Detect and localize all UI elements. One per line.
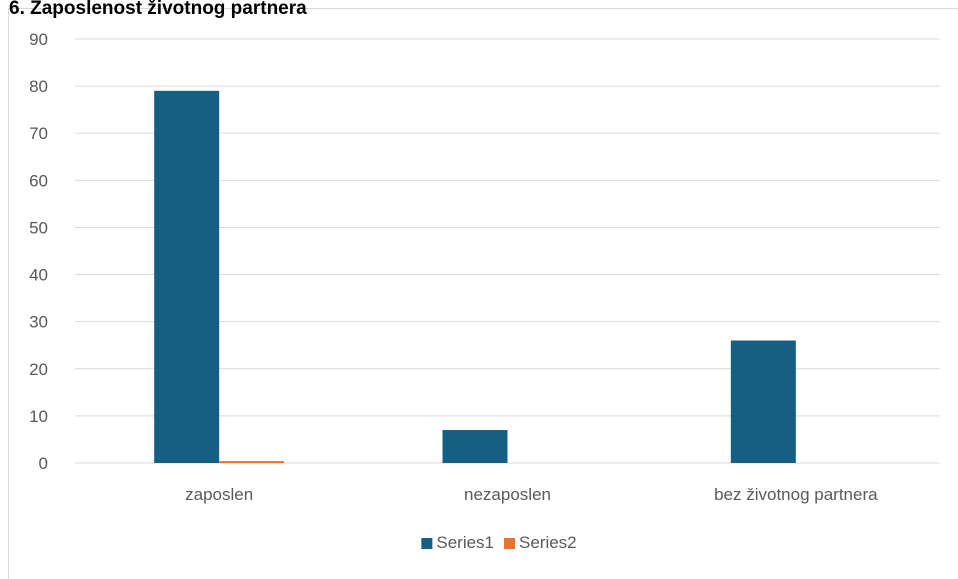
- legend: Series1 Series2: [421, 533, 577, 552]
- y-tick-label: 0: [39, 454, 48, 473]
- legend-swatch: [421, 538, 433, 549]
- bars: [154, 90, 796, 464]
- bar-series1-1: [154, 90, 220, 464]
- bar-series2-1: [219, 461, 285, 463]
- y-tick-label: 40: [29, 266, 48, 285]
- y-tick-label: 60: [29, 171, 48, 190]
- legend-swatch: [504, 538, 515, 549]
- chart-title: 6. Zaposlenost životnog partnera: [9, 0, 307, 19]
- y-tick-label: 90: [29, 30, 48, 49]
- y-tick-label: 30: [29, 313, 48, 332]
- legend-item: Series1: [421, 533, 494, 552]
- y-tick-label: 10: [29, 407, 48, 426]
- x-tick-label: zaposlen: [185, 485, 253, 504]
- y-tick-label: 70: [29, 124, 48, 143]
- bar-series1-3: [730, 340, 796, 463]
- legend-item: Series2: [504, 533, 577, 552]
- legend-label: Series2: [519, 533, 577, 552]
- legend-label: Series1: [436, 533, 494, 552]
- x-tick-label: bez životnog partnera: [714, 485, 878, 504]
- x-tick-label: nezaposlen: [464, 485, 551, 504]
- y-axis-tick-labels: 0 10 20 30 40 50 60 70 80 90: [29, 30, 48, 473]
- y-tick-label: 20: [29, 360, 48, 379]
- bar-series1-2: [442, 430, 508, 463]
- y-tick-label: 80: [29, 77, 48, 96]
- x-axis-tick-labels: zaposlen nezaposlen bez životnog partnera: [185, 485, 878, 504]
- y-tick-label: 50: [29, 218, 48, 237]
